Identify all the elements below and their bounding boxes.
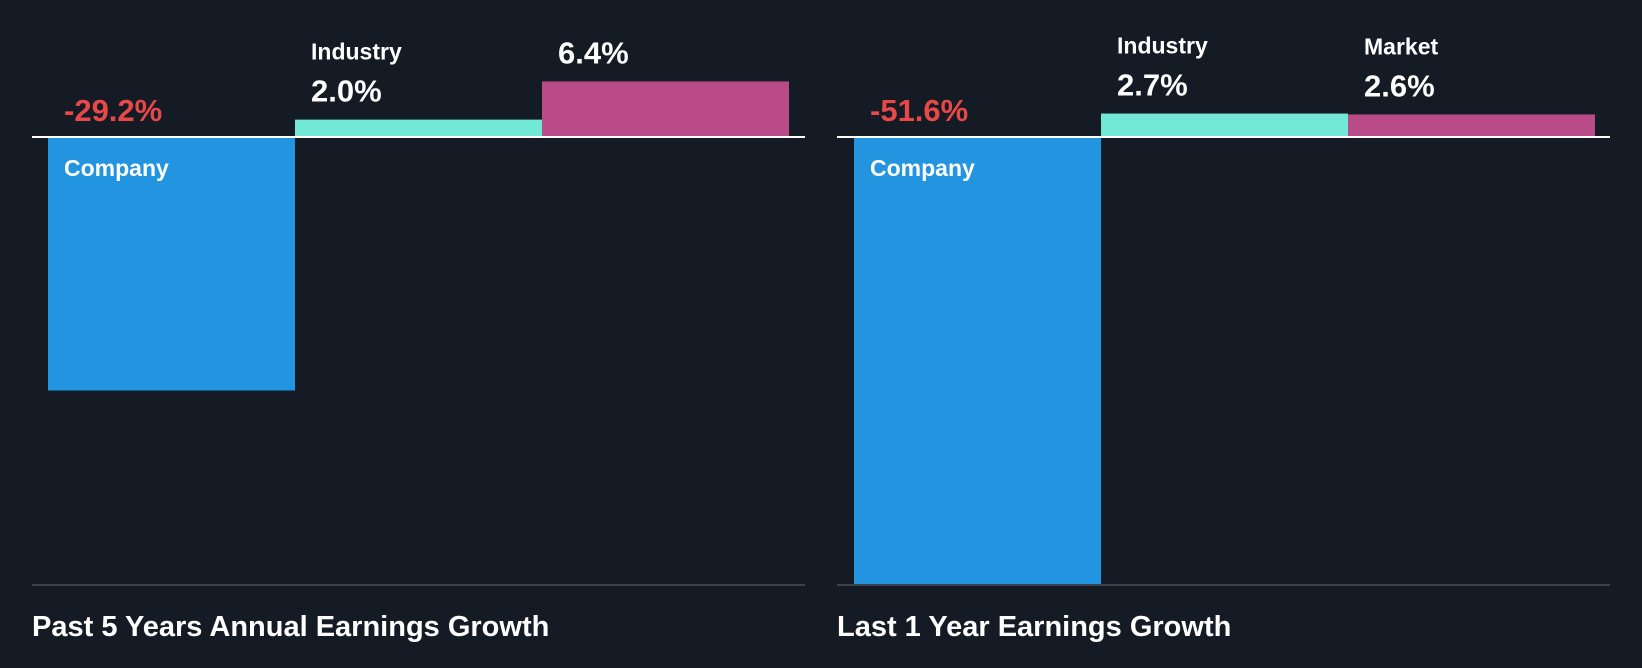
industry-value-label: 2.0% [311,74,382,109]
industry-bar [1101,113,1348,137]
chart-title: Past 5 Years Annual Earnings Growth [32,611,549,643]
company-value-label: -51.6% [870,93,968,128]
chart-panel-2: -51.6% Company 2.7% Industry 2.6% Market Last … [837,33,1610,643]
chart-title: Last 1 Year Earnings Growth [837,611,1231,643]
industry-category-label: Industry [1117,33,1208,59]
company-category-label: Company [870,155,975,181]
company-bar [48,137,295,391]
company-bar [854,137,1101,585]
industry-category-label: Industry [311,39,402,65]
chart-panel-1: -29.2% Company 2.0% Industry 6.4% Past 5 Year… [32,35,805,643]
company-category-label: Company [64,155,169,181]
market-value-label: 2.6% [1364,68,1435,103]
market-value-label: 6.4% [558,35,629,70]
market-bar [1348,114,1595,137]
company-value-label: -29.2% [64,93,162,128]
industry-value-label: 2.7% [1117,68,1188,103]
market-bar [542,81,789,137]
market-category-label: Market [1364,33,1438,59]
industry-bar [295,119,542,137]
